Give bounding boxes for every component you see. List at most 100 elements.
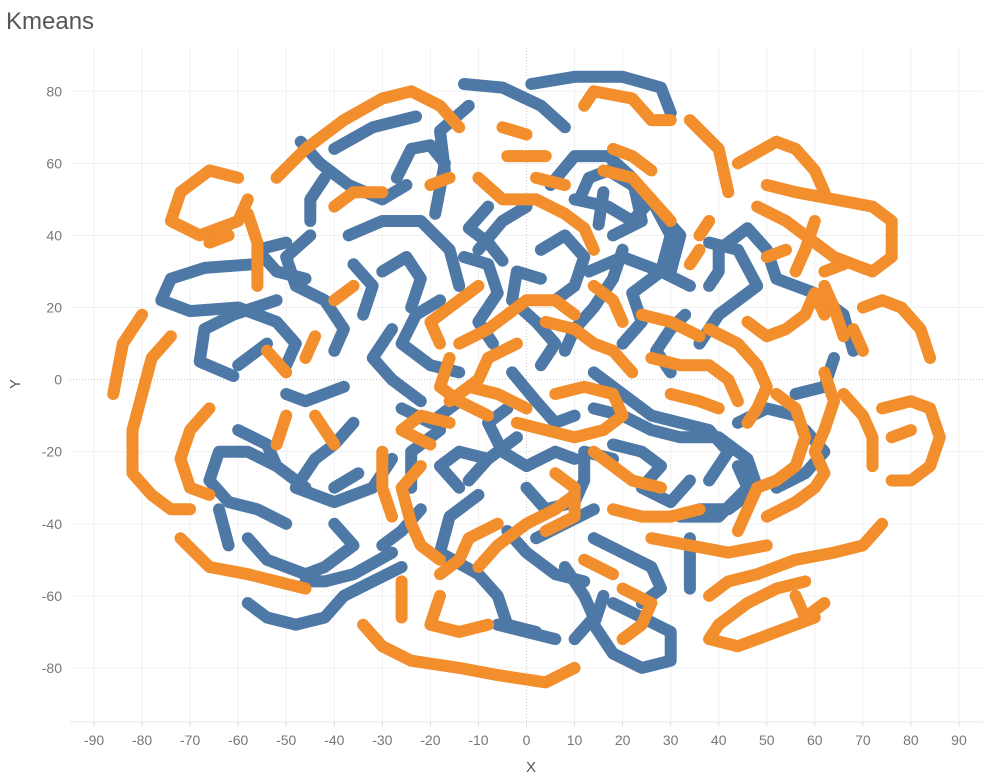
cluster-2-point-trail: [645, 352, 744, 408]
y-tick-label: 0: [54, 372, 62, 388]
cluster-2-point-trail: [530, 171, 571, 191]
x-tick-label: -80: [132, 732, 152, 748]
cluster-2-point-trail: [328, 279, 360, 307]
cluster-2-point-trail: [635, 308, 706, 343]
cluster-2-point-trail: [751, 179, 898, 278]
cluster-2-point-trail: [443, 380, 533, 415]
cluster-1-point-trail: [376, 251, 427, 314]
x-axis-title: X: [526, 759, 536, 776]
y-tick-label: 40: [46, 227, 62, 243]
cluster-1-point-trail: [366, 323, 427, 408]
cluster-1-point-trail: [587, 532, 667, 610]
x-tick-label: 30: [663, 732, 679, 748]
y-tick-label: 80: [46, 83, 62, 99]
cluster-2-point-trail: [760, 366, 840, 523]
cluster-2-point-trail: [731, 135, 831, 199]
x-tick-label: -40: [324, 732, 344, 748]
y-tick-label: 60: [46, 155, 62, 171]
cluster-2-point-trail: [645, 532, 773, 559]
cluster-2-point-trail: [539, 467, 581, 537]
cluster-1-point-trail: [193, 294, 283, 382]
cluster-2-point-trail: [760, 243, 792, 263]
cluster-2-point-trail: [847, 323, 869, 357]
x-tick-label: 60: [807, 732, 823, 748]
cluster-1-point-trail: [434, 445, 495, 494]
cluster-1-point-trail: [506, 265, 562, 372]
cluster-1-point-trail: [342, 215, 466, 292]
x-tick-label: -70: [180, 732, 200, 748]
cluster-2-point-trail: [856, 294, 937, 364]
cluster-1-point-trail: [395, 294, 466, 379]
cluster-2-point-trail: [587, 445, 667, 494]
cluster-1-point-trail: [462, 431, 523, 487]
cluster-2-point-trail: [174, 402, 216, 501]
cluster-2-point-trail: [693, 215, 716, 242]
x-tick-label: -30: [372, 732, 392, 748]
x-tick-label: 80: [903, 732, 919, 748]
cluster-2-point-trail: [616, 582, 658, 646]
cluster-1-point-trail: [213, 503, 235, 552]
cluster-2-point-trail: [510, 380, 629, 444]
cluster-2-point-trail: [424, 589, 495, 638]
cluster-2-point-trail: [164, 164, 254, 242]
cluster-2-point-trail: [241, 207, 264, 292]
x-tick-label: 90: [951, 732, 967, 748]
cluster-2-point-trail: [578, 85, 677, 127]
cluster-1-point-trail: [232, 424, 312, 494]
cluster-2-point-trail: [789, 589, 831, 624]
cluster-1-point-trail: [525, 70, 677, 119]
cluster-2-point-trail: [587, 279, 629, 328]
cluster-2-point-trail: [703, 575, 821, 653]
cluster-1-point-trail: [491, 618, 562, 646]
cluster-2-point-trail: [174, 532, 312, 595]
cluster-2-point-trail: [683, 243, 706, 271]
cluster-2-point-trail: [789, 215, 821, 278]
cluster-1-point-trail: [294, 135, 413, 206]
cluster-1-point-trail: [203, 445, 293, 530]
cluster-2-point-trail: [885, 424, 917, 444]
cluster-2-point-trail: [607, 142, 658, 177]
cluster-2-series: [107, 85, 946, 689]
cluster-2-point-trail: [270, 85, 466, 184]
cluster-1-point-trail: [328, 110, 422, 155]
x-tick-label: -90: [84, 732, 104, 748]
cluster-2-point-trail: [731, 388, 812, 537]
cluster-1-point-trail: [558, 243, 629, 357]
cluster-1-point-trail: [506, 366, 581, 429]
cluster-1-point-trail: [280, 380, 350, 408]
y-axis-title: Y: [7, 379, 24, 389]
y-tick-label: -60: [42, 588, 62, 604]
cluster-1-point-trail: [299, 546, 398, 588]
cluster-2-point-trail: [496, 121, 533, 141]
cluster-1-point-trail: [328, 467, 365, 494]
cluster-2-point-trail: [607, 503, 706, 523]
data-marks: [107, 70, 946, 689]
cluster-1-point-trail: [607, 438, 696, 509]
cluster-2-point-trail: [424, 279, 485, 350]
x-tick-label: -50: [276, 732, 296, 748]
y-tick-label: -20: [42, 444, 62, 460]
cluster-2-point-trail: [309, 409, 341, 451]
cluster-2-point-trail: [270, 409, 293, 451]
cluster-1-point-trail: [534, 229, 591, 307]
x-tick-label: 70: [855, 732, 871, 748]
y-tick-label: -80: [42, 660, 62, 676]
cluster-2-point-trail: [472, 171, 600, 256]
cluster-2-point-trail: [395, 409, 456, 451]
x-tick-label: -10: [468, 732, 488, 748]
cluster-2-point-trail: [395, 460, 446, 566]
cluster-2-point-trail: [818, 279, 850, 343]
cluster-1-point-trail: [583, 251, 696, 292]
cluster-2-point-trail: [818, 258, 850, 278]
x-tick-label: 50: [759, 732, 775, 748]
x-axis-ticks: -90 -80 -70 -60 -50 -40 -30 -20 -10 0 10 20 30 40 50 60…: [84, 722, 967, 748]
cluster-1-point-trail: [587, 366, 735, 487]
y-tick-label: 20: [46, 300, 62, 316]
cluster-2-point-trail: [539, 315, 639, 379]
cluster-2-point-trail: [472, 488, 581, 573]
cluster-1-point-trail: [304, 171, 331, 227]
x-tick-label: -60: [228, 732, 248, 748]
x-tick-label: 10: [567, 732, 583, 748]
cluster-1-point-trail: [280, 229, 350, 357]
